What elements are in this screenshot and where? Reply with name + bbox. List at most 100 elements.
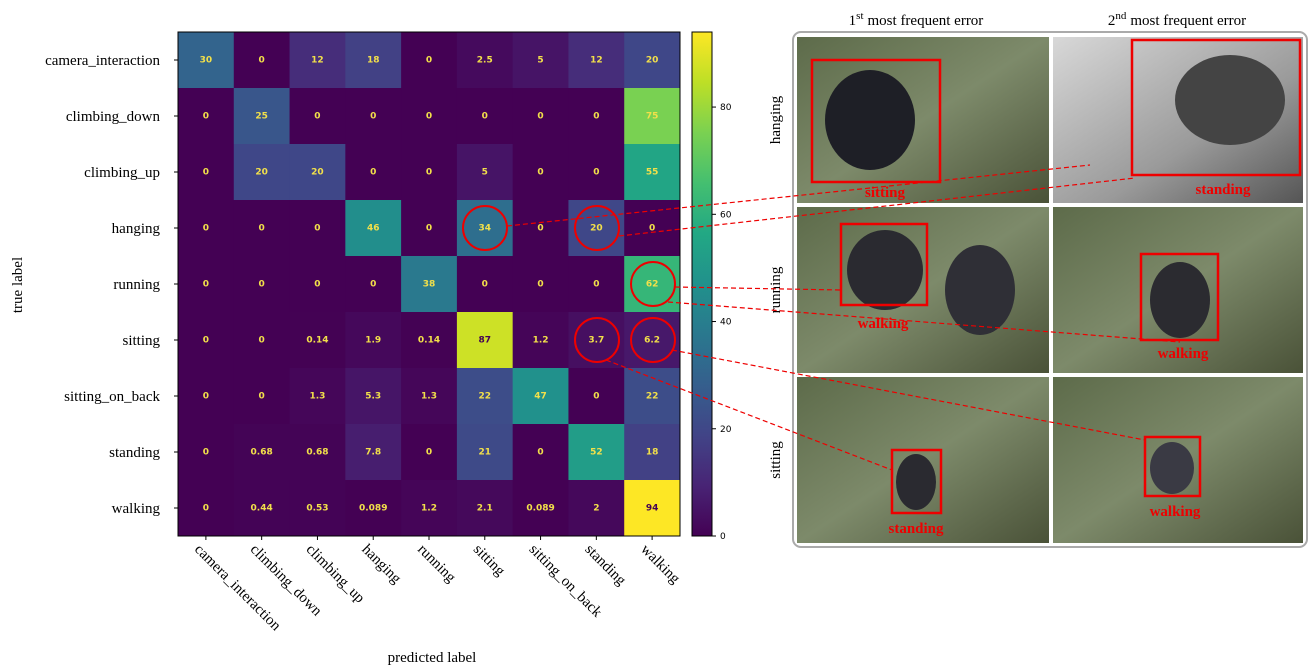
colorbar-tick-label: 80 <box>720 103 732 113</box>
heatmap-cell <box>456 424 514 481</box>
cell-value: 0 <box>259 280 265 290</box>
cell-value: 0 <box>426 112 432 122</box>
y-tick-label: hanging <box>112 221 161 237</box>
cell-value: 0 <box>203 168 209 178</box>
cell-value: 0 <box>259 392 265 402</box>
cell-value: 5 <box>537 56 543 66</box>
connector <box>506 164 1091 227</box>
cell-value: 0.68 <box>251 448 273 458</box>
cell-value: 0 <box>593 392 599 402</box>
heatmap-cell <box>178 480 235 537</box>
cell-value: 0 <box>203 504 209 514</box>
connector <box>674 286 842 291</box>
heatmap-cell <box>289 88 346 145</box>
heatmap-cell <box>456 32 514 89</box>
cell-value: 38 <box>423 280 436 290</box>
cell-value: 1.3 <box>421 392 437 402</box>
heatmap-cell <box>345 88 402 145</box>
heatmap-cell <box>233 368 291 425</box>
colorbar-tick-label: 40 <box>720 318 732 328</box>
cell-value: 0 <box>593 168 599 178</box>
cell-value: 0 <box>426 224 432 234</box>
cell-value: 1.2 <box>533 336 549 346</box>
cell-value: 21 <box>479 448 492 458</box>
heatmap-cell <box>233 312 291 369</box>
x-tick-label: running <box>414 542 459 587</box>
chimp <box>1175 55 1285 145</box>
heatmap-cell <box>289 368 346 425</box>
heatmap-cell <box>512 32 569 89</box>
cell-value: 0.68 <box>306 448 328 458</box>
colorbar-tick-label: 20 <box>720 425 732 435</box>
heatmap-cell <box>401 424 458 481</box>
cell-value: 0 <box>314 224 320 234</box>
cell-value: 22 <box>479 392 492 402</box>
cell-value: 0 <box>370 280 376 290</box>
heatmap-cell <box>568 368 625 425</box>
heatmap-cell <box>233 200 291 257</box>
column-title: 2nd most frequent error <box>1108 10 1246 29</box>
chimp <box>896 454 936 510</box>
connector <box>671 349 1146 441</box>
highlight-circle <box>574 317 620 363</box>
heatmap-cell <box>233 424 291 481</box>
row-label: hanging <box>768 95 784 144</box>
heatmap-cell <box>624 424 681 481</box>
heatmap-cell <box>289 480 346 537</box>
heatmap-cell <box>233 144 291 201</box>
y-tick-label: sitting <box>122 333 160 349</box>
cell-value: 2.5 <box>477 56 493 66</box>
cell-value: 0.14 <box>306 336 328 346</box>
cell-value: 1.9 <box>365 336 381 346</box>
cell-value: 0 <box>203 336 209 346</box>
heatmap-cell <box>624 480 681 537</box>
cell-value: 0.44 <box>251 504 273 514</box>
cell-value: 0 <box>203 112 209 122</box>
row-label: sitting <box>768 441 784 479</box>
highlight-circle <box>630 317 676 363</box>
cell-value: 46 <box>367 224 380 234</box>
error-boxes <box>810 38 1302 515</box>
heatmap-cell <box>289 256 346 313</box>
y-tick-label: climbing_down <box>66 109 161 125</box>
cell-value: 0.089 <box>359 504 387 514</box>
heatmap-cell <box>456 200 514 257</box>
heatmap-cell <box>456 480 514 537</box>
cell-value: 0 <box>649 224 655 234</box>
colorbar-tick-label: 60 <box>720 210 732 220</box>
heatmap-cell <box>512 312 569 369</box>
heatmap-cell <box>401 256 458 313</box>
heatmap-cell <box>289 200 346 257</box>
cell-value: 47 <box>534 392 547 402</box>
cell-value: 0 <box>426 168 432 178</box>
heatmap-cell <box>345 256 402 313</box>
cell-value: 0.089 <box>526 504 554 514</box>
y-tick-label: standing <box>109 445 160 461</box>
error-label: standing <box>888 521 944 537</box>
heatmap-cell <box>178 32 235 89</box>
heatmap-cell <box>345 312 402 369</box>
heatmap-cell <box>401 368 458 425</box>
cell-value: 0 <box>537 168 543 178</box>
cell-value: 0 <box>537 224 543 234</box>
heatmap-cell <box>568 144 625 201</box>
bbox <box>890 448 943 515</box>
heatmap: 30 0 12 18 0 2.5 5 12 200 25 0 0 0 0 0 0 750 20 20 0 0 5 0 0 550… <box>45 31 732 634</box>
y-tick-label: climbing_up <box>84 165 160 181</box>
heatmap-cell <box>178 312 235 369</box>
heatmap-cell <box>233 256 291 313</box>
heatmap-cell <box>624 144 681 201</box>
cell-value: 30 <box>200 56 213 66</box>
heatmap-cell <box>568 200 625 257</box>
chimp <box>825 70 915 170</box>
cell-value: 0 <box>593 280 599 290</box>
heatmap-cell <box>178 88 235 145</box>
heatmap-cell <box>512 480 569 537</box>
x-axis-label: predicted label <box>388 650 477 666</box>
heatmap-cell <box>624 312 681 369</box>
error-label: sitting <box>865 185 906 201</box>
cell-value: 7.8 <box>365 448 381 458</box>
cell-value: 18 <box>646 448 659 458</box>
heatmap-cell <box>568 312 625 369</box>
cell-value: 0.14 <box>418 336 440 346</box>
